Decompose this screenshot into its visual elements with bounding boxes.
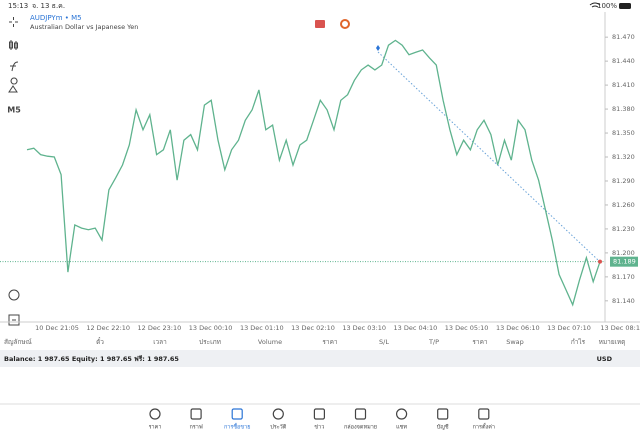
balance-text: Balance: 1 987.65 Equity: 1 987.65 ฟรี: … xyxy=(4,355,179,363)
status-time: 15:13 xyxy=(8,2,28,10)
table-header-bg xyxy=(0,333,640,350)
nav-label[interactable]: บัญชี xyxy=(437,424,449,431)
nav-icon[interactable] xyxy=(478,408,490,420)
x-tick-label: 12 Dec 22:10 xyxy=(86,324,130,332)
wifi-icon xyxy=(589,2,601,8)
chart-type-tool[interactable] xyxy=(9,40,18,50)
y-tick-label: 81.380 xyxy=(612,105,635,113)
entry-marker xyxy=(376,45,380,51)
y-tick-label: 81.440 xyxy=(612,57,635,65)
table-header-cell: ราคา xyxy=(322,338,337,346)
table-header-cell: ราคา xyxy=(472,338,487,346)
table-header-cell: สัญลักษณ์ xyxy=(4,338,32,346)
chart-description: Australian Dollar vs Japanese Yen xyxy=(30,23,138,31)
currency: USD xyxy=(597,355,613,363)
x-tick-label: 13 Dec 04:10 xyxy=(394,324,438,332)
bottom-nav: ราคา กราฟ การซื้อขาย ประวัติ ข่าว กล่องจดหมาย… xyxy=(149,408,495,431)
y-tick-label: 81.470 xyxy=(612,33,635,41)
x-tick-label: 13 Dec 06:10 xyxy=(496,324,540,332)
y-tick-label: 81.230 xyxy=(612,225,635,233)
x-tick-label: 10 Dec 21:05 xyxy=(35,324,79,332)
nav-label[interactable]: กล่องจดหมาย xyxy=(344,425,377,431)
x-tick-label: 13 Dec 01:10 xyxy=(240,324,284,332)
crosshair-tool[interactable] xyxy=(9,17,18,27)
table-header-cell: ประเภท xyxy=(199,338,221,346)
indicator-button[interactable] xyxy=(340,19,350,29)
nav-icon[interactable] xyxy=(231,408,243,420)
y-tick-label: 81.410 xyxy=(612,81,635,89)
exit-marker xyxy=(598,259,602,264)
trade-button[interactable] xyxy=(315,20,325,28)
table-header-cell: ตั๋ว xyxy=(96,337,104,346)
x-tick-label: 13 Dec 02:10 xyxy=(291,324,335,332)
add-tool[interactable] xyxy=(8,314,20,326)
nav-label[interactable]: ประวัติ xyxy=(270,424,286,431)
y-tick-label: 81.260 xyxy=(612,201,635,209)
y-tick-label: 81.170 xyxy=(612,273,635,281)
nav-icon[interactable] xyxy=(272,408,284,420)
nav-label[interactable]: ข่าว xyxy=(314,425,324,431)
zoom-tool[interactable] xyxy=(8,289,20,301)
objects-tool[interactable] xyxy=(8,77,18,93)
indicators-tool[interactable] xyxy=(10,61,19,72)
y-tick-label: 81.290 xyxy=(612,177,635,185)
battery-icon xyxy=(619,3,631,9)
current-price-label: 81.189 xyxy=(613,258,636,266)
nav-icon[interactable] xyxy=(149,408,161,420)
current-price-box xyxy=(610,256,638,267)
balance-bg xyxy=(0,350,640,367)
y-tick-label: 81.350 xyxy=(612,129,635,137)
trade-link xyxy=(377,51,599,261)
x-tick-label: 13 Dec 08:1 xyxy=(600,324,640,332)
y-tick-label: 81.200 xyxy=(612,249,635,257)
nav-icon[interactable] xyxy=(354,408,367,420)
table-header-cell: T/P xyxy=(428,338,439,346)
y-tick-label: 81.140 xyxy=(612,297,635,305)
x-tick-label: 13 Dec 05:10 xyxy=(445,324,489,332)
left-toolbar xyxy=(8,17,20,326)
nav-icon[interactable] xyxy=(396,408,408,420)
nav-label[interactable]: กราฟ xyxy=(189,424,202,431)
y-tick-label: 81.320 xyxy=(612,153,635,161)
status-date: จ. 13 ธ.ค. xyxy=(32,2,65,10)
table-header-cell: S/L xyxy=(379,338,389,346)
x-tick-label: 13 Dec 07:10 xyxy=(547,324,591,332)
battery-text: 100% xyxy=(597,2,617,10)
table-header-cell: กำไร xyxy=(571,338,586,346)
x-tick-label: 12 Dec 23:10 xyxy=(138,324,182,332)
table-header-cell: เวลา xyxy=(153,338,167,346)
chart-symbol: AUDJPYm • M5 xyxy=(30,14,82,22)
x-tick-label: 13 Dec 00:10 xyxy=(189,324,233,332)
price-line xyxy=(26,39,601,307)
x-tick-label: 13 Dec 03:10 xyxy=(342,324,386,332)
nav-label[interactable]: แชท xyxy=(396,424,407,431)
nav-label[interactable]: การซื้อขาย xyxy=(224,423,250,431)
nav-icon[interactable] xyxy=(437,408,449,420)
plot: 81.470 81.440 81.410 81.380 81.350 81.320 81.2… xyxy=(0,33,640,332)
nav-icon[interactable] xyxy=(190,408,202,420)
nav-icon[interactable] xyxy=(313,408,325,420)
table-header-cell: Swap xyxy=(506,338,524,346)
table-header-cell: หมายเหตุ xyxy=(599,338,626,346)
nav-label[interactable]: ราคา xyxy=(149,425,162,431)
table-header-cell: Volume xyxy=(258,338,282,346)
timeframe-button[interactable]: M5 xyxy=(7,106,21,115)
nav-label[interactable]: การตั้งค่า xyxy=(473,423,495,431)
